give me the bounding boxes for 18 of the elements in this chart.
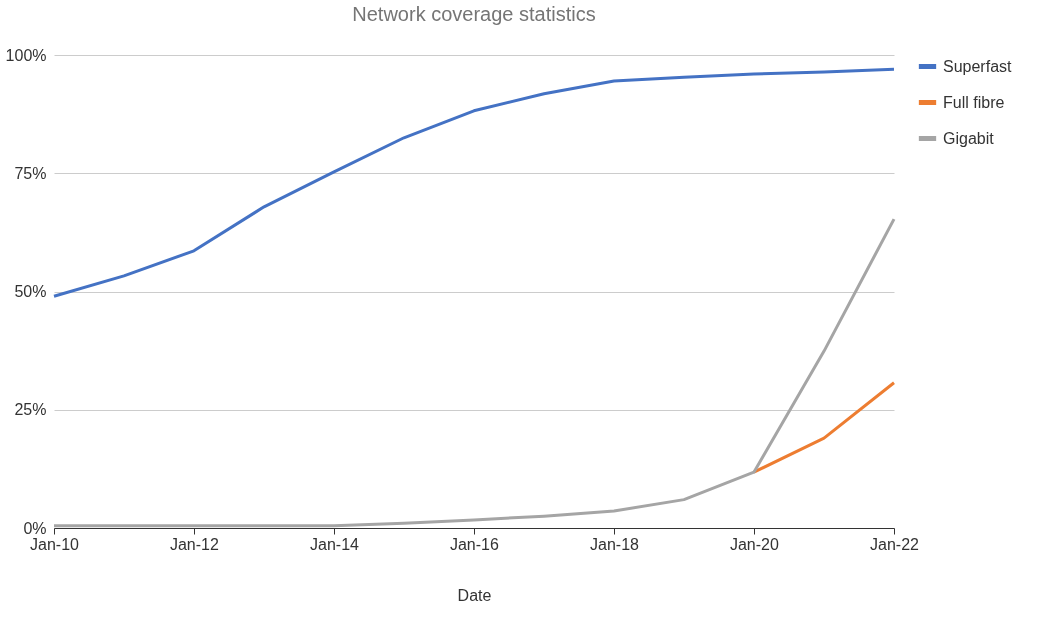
x-tick-label: Jan-18 xyxy=(590,535,640,553)
x-tick-label: Jan-12 xyxy=(169,535,219,553)
line-series xyxy=(52,67,896,298)
legend-label: Superfast xyxy=(943,57,1013,75)
x-tick-label: Jan-14 xyxy=(310,535,360,553)
y-tick-label: 100% xyxy=(5,46,47,64)
x-tick-label: Jan-20 xyxy=(729,535,779,553)
y-tick-label: 25% xyxy=(14,401,47,419)
y-tick-label: 75% xyxy=(14,164,47,182)
x-tick-label: Jan-22 xyxy=(870,535,920,553)
x-tick-label: Jan-10 xyxy=(30,535,80,553)
y-tick-label: 50% xyxy=(14,283,47,300)
chart-title: Network coverage statistics xyxy=(352,3,596,25)
x-tick-label: Jan-16 xyxy=(449,535,499,553)
y-tick-label: 0% xyxy=(23,519,47,537)
legend-label: Gigabit xyxy=(943,129,995,147)
legend-label: Full fibre xyxy=(943,93,1005,111)
x-axis-title: Date xyxy=(457,586,492,604)
